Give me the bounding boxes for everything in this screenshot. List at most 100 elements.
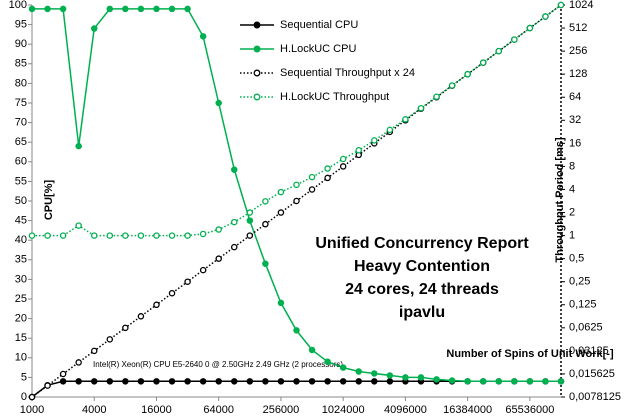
data-point <box>106 378 114 385</box>
x-tick-label: 4096000 <box>384 404 427 416</box>
data-point <box>417 374 425 381</box>
data-point <box>106 232 114 239</box>
data-point <box>231 166 238 173</box>
data-point <box>324 358 331 365</box>
y2-tick-label: 0,0625 <box>569 322 603 334</box>
data-point <box>355 368 362 375</box>
y-tick-label: 95 <box>15 19 27 31</box>
data-point <box>262 198 269 205</box>
data-point <box>75 359 82 366</box>
y2-tick-label: 16 <box>569 137 581 149</box>
legend-marker <box>253 45 261 53</box>
data-point <box>557 1 565 9</box>
data-point <box>137 232 145 239</box>
legend-marker <box>253 93 261 101</box>
y-tick-label: 50 <box>15 195 27 207</box>
data-point <box>324 165 331 172</box>
data-point <box>75 378 82 385</box>
data-point <box>168 378 176 385</box>
chart-title: Unified Concurrency Report <box>315 235 529 252</box>
data-point <box>339 378 347 385</box>
y-tick-label: 60 <box>15 156 27 168</box>
y-tick-label: 85 <box>15 58 27 70</box>
data-point <box>526 378 534 385</box>
data-point <box>277 299 285 307</box>
data-point <box>495 47 503 55</box>
data-point <box>402 374 409 381</box>
annotation: Intel(R) Xeon(R) CPU E5-2640 0 @ 2.50GHz… <box>93 360 343 369</box>
data-point <box>231 378 238 385</box>
data-point <box>526 24 534 32</box>
y2-tick-label: 0,5 <box>569 253 584 265</box>
legend-label: Sequential Throughput x 24 <box>280 67 415 79</box>
data-point <box>324 378 331 385</box>
y-tick-label: 90 <box>15 38 27 50</box>
data-point <box>355 147 362 154</box>
y2-tick-label: 128 <box>569 68 587 80</box>
y-tick-label: 20 <box>15 313 27 325</box>
data-point <box>122 5 129 13</box>
data-point <box>137 378 145 385</box>
y-tick-label: 70 <box>15 117 27 129</box>
y2-tick-label: 64 <box>569 91 581 103</box>
data-point <box>231 218 238 226</box>
y2-axis-label: Throughput Period [ms] <box>554 137 566 263</box>
y2-tick-label: 512 <box>569 22 587 34</box>
y-axis-label: CPU[%] <box>43 180 55 221</box>
chart-title: ipavlu <box>399 304 445 321</box>
data-point <box>277 378 285 385</box>
data-point <box>199 230 207 238</box>
y-tick-label: 80 <box>15 77 27 89</box>
data-point <box>339 163 347 170</box>
data-point <box>464 70 471 78</box>
data-point <box>246 378 254 385</box>
y2-tick-label: 256 <box>569 45 587 57</box>
data-point <box>28 393 36 401</box>
data-point <box>433 93 440 100</box>
x-tick-label: 16000 <box>141 404 172 416</box>
data-point <box>122 324 129 332</box>
y-tick-label: 100 <box>9 0 27 11</box>
data-point <box>106 336 114 343</box>
data-point <box>153 378 160 385</box>
y-tick-label: 65 <box>15 136 27 148</box>
data-point <box>199 266 207 274</box>
x-tick-label: 4000 <box>82 404 106 416</box>
data-point <box>184 5 191 13</box>
data-point <box>293 181 300 189</box>
data-point <box>386 126 394 134</box>
data-point <box>433 376 440 383</box>
data-point <box>59 5 67 13</box>
y2-tick-label: 2 <box>569 206 575 218</box>
data-point <box>59 370 67 378</box>
data-point <box>90 232 98 239</box>
data-point <box>324 174 331 182</box>
x-axis-label: Number of Spins of Unit Work[-] <box>446 348 614 360</box>
y2-tick-label: 32 <box>569 114 581 126</box>
data-point <box>448 377 456 384</box>
data-point <box>557 378 565 385</box>
y2-tick-label: 0,125 <box>569 299 597 311</box>
y2-tick-label: 0,0078125 <box>569 391 621 403</box>
data-point <box>168 289 176 297</box>
chart-title: 24 cores, 24 threads <box>345 281 499 298</box>
data-point <box>308 186 316 193</box>
data-point <box>137 5 145 13</box>
data-point <box>215 255 222 262</box>
data-point <box>511 378 518 385</box>
data-point <box>90 378 98 385</box>
data-point <box>168 232 176 239</box>
data-point <box>308 173 316 181</box>
data-point <box>417 104 425 112</box>
data-point <box>153 232 160 239</box>
data-point <box>542 13 549 20</box>
data-point <box>495 378 503 385</box>
data-point <box>59 378 67 385</box>
data-point <box>277 209 285 216</box>
data-point <box>44 382 51 389</box>
data-point <box>448 82 456 89</box>
y-tick-label: 0 <box>21 391 27 403</box>
legend-label: H.LockUC CPU <box>280 43 356 55</box>
x-tick-label: 1024000 <box>322 404 365 416</box>
y2-tick-label: 1 <box>569 229 575 241</box>
